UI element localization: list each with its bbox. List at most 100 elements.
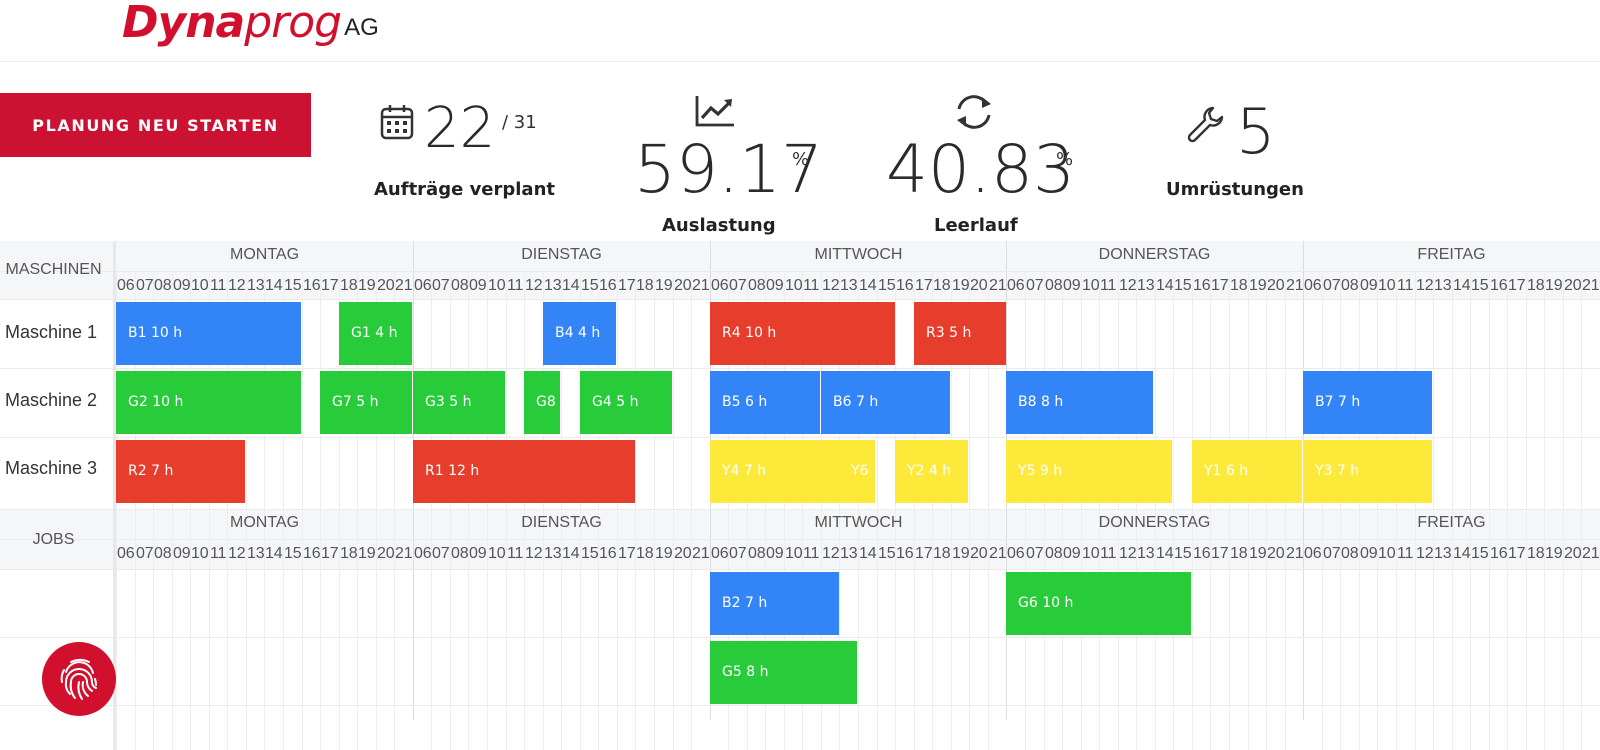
hour-gridline [765, 271, 766, 750]
machines-hour-label: 07 [1026, 277, 1044, 294]
machines-hour-label: 15 [581, 277, 599, 294]
hour-gridline [1470, 271, 1471, 750]
orders-planned-label: Aufträge verplant [374, 179, 556, 200]
jobs-hour-label: 09 [173, 545, 191, 562]
jobs-hour-label: 07 [1026, 545, 1044, 562]
job-task-block[interactable]: G5 8 h [710, 641, 857, 704]
hour-gridline [1489, 271, 1490, 750]
line-chart-icon [694, 94, 736, 132]
hour-gridline [450, 271, 451, 750]
jobs-hour-label: 21 [989, 545, 1007, 562]
machines-hour-label: 19 [1249, 277, 1267, 294]
machine-task-block[interactable]: Y1 6 h [1192, 440, 1302, 503]
orders-total-value: / 31 [502, 112, 537, 133]
hour-gridline [691, 271, 692, 750]
jobs-hour-label: 20 [1267, 545, 1285, 562]
machine-task-block[interactable]: Y3 7 h [1303, 440, 1432, 503]
row-divider [0, 271, 1600, 272]
machine-task-block[interactable]: Y6 [839, 440, 875, 503]
machine-task-block[interactable]: G1 4 h [339, 302, 412, 365]
machine-task-block[interactable]: R3 5 h [914, 302, 1006, 365]
hour-gridline [1285, 271, 1286, 750]
row-divider [0, 569, 1600, 570]
hour-gridline [190, 271, 191, 750]
hour-gridline [1044, 271, 1045, 750]
jobs-hour-label: 19 [1249, 545, 1267, 562]
jobs-day-donnerstag: DONNERSTAG [1098, 514, 1211, 531]
jobs-hour-label: 16 [1193, 545, 1211, 562]
jobs-hour-label: 19 [1545, 545, 1563, 562]
hour-gridline [302, 271, 303, 750]
hour-gridline [468, 271, 469, 750]
hour-gridline [1248, 271, 1249, 750]
idle-value: 40.83 [886, 131, 1075, 208]
machines-hour-label: 20 [1564, 277, 1582, 294]
hour-gridline [153, 271, 154, 750]
restart-planning-button[interactable]: PLANUNG NEU STARTEN [0, 93, 311, 157]
jobs-hour-label: 12 [1119, 545, 1137, 562]
machines-hour-label: 21 [1582, 277, 1600, 294]
machine-task-block[interactable]: G4 5 h [580, 371, 672, 434]
machines-hour-label: 17 [915, 277, 933, 294]
jobs-hour-label: 11 [1100, 545, 1117, 562]
machines-hour-label: 20 [970, 277, 988, 294]
jobs-hour-label: 10 [1378, 545, 1396, 562]
hour-gridline [487, 271, 488, 750]
machine-task-block[interactable]: G8 [524, 371, 560, 434]
machine-task-block[interactable]: Y4 7 h [710, 440, 839, 503]
hour-gridline [858, 271, 859, 750]
machines-hour-label: 21 [692, 277, 710, 294]
hour-gridline [339, 271, 340, 750]
machines-hour-label: 14 [1453, 277, 1471, 294]
job-task-block[interactable]: G6 10 h [1006, 572, 1191, 635]
orders-planned-value: 22 [424, 96, 496, 161]
machine-task-block[interactable]: Y2 4 h [895, 440, 968, 503]
machine-task-block[interactable]: R2 7 h [116, 440, 245, 503]
machines-hour-label: 09 [1063, 277, 1081, 294]
hour-gridline [320, 271, 321, 750]
machines-hour-label: 12 [228, 277, 246, 294]
machines-hour-label: 06 [414, 277, 432, 294]
machine-task-block[interactable]: G2 10 h [116, 371, 301, 434]
row-divider [0, 509, 1600, 510]
jobs-hour-label: 16 [1490, 545, 1508, 562]
job-task-block[interactable]: B2 7 h [710, 572, 839, 635]
machine-task-block[interactable]: Y5 9 h [1006, 440, 1172, 503]
jobs-hour-label: 10 [1082, 545, 1100, 562]
machine-task-block[interactable]: B6 7 h [821, 371, 950, 434]
hour-gridline [1544, 271, 1545, 750]
machines-hour-label: 07 [729, 277, 747, 294]
machines-hour-label: 13 [544, 277, 562, 294]
gantt-schedule: MASCHINEN JOBS Maschine 1 Maschine 2 Mas… [0, 241, 1600, 750]
machines-hour-label: 06 [1304, 277, 1322, 294]
machine-task-block[interactable]: B5 6 h [710, 371, 820, 434]
hour-gridline [877, 271, 878, 750]
machines-hour-label: 14 [1156, 277, 1174, 294]
hour-gridline [431, 271, 432, 750]
hour-gridline [932, 271, 933, 750]
machine-task-block[interactable]: G7 5 h [320, 371, 412, 434]
fingerprint-button[interactable] [42, 642, 116, 716]
machine-task-block[interactable]: B4 4 h [543, 302, 616, 365]
machine-task-block[interactable]: B1 10 h [116, 302, 301, 365]
machines-hour-label: 19 [655, 277, 673, 294]
hour-gridline [543, 271, 544, 750]
machine-task-block[interactable]: G3 5 h [413, 371, 505, 434]
machines-hour-label: 14 [562, 277, 580, 294]
machine-task-block[interactable]: B8 8 h [1006, 371, 1153, 434]
machines-hour-label: 18 [1230, 277, 1248, 294]
machines-hour-label: 20 [377, 277, 395, 294]
jobs-hour-label: 14 [1453, 545, 1471, 562]
machines-hour-label: 20 [1267, 277, 1285, 294]
machines-hour-label: 18 [340, 277, 358, 294]
jobs-day-montag: MONTAG [229, 514, 300, 531]
machine-task-block[interactable]: R1 12 h [413, 440, 635, 503]
machine-task-block[interactable]: R4 10 h [710, 302, 895, 365]
jobs-hour-label: 18 [1230, 545, 1248, 562]
machine-task-block[interactable]: B7 7 h [1303, 371, 1432, 434]
jobs-hour-label: 20 [674, 545, 692, 562]
jobs-hour-label: 13 [1434, 545, 1452, 562]
jobs-hour-label: 06 [711, 545, 729, 562]
utilization-label: Auslastung [662, 215, 776, 236]
jobs-hour-label: 11 [803, 545, 820, 562]
